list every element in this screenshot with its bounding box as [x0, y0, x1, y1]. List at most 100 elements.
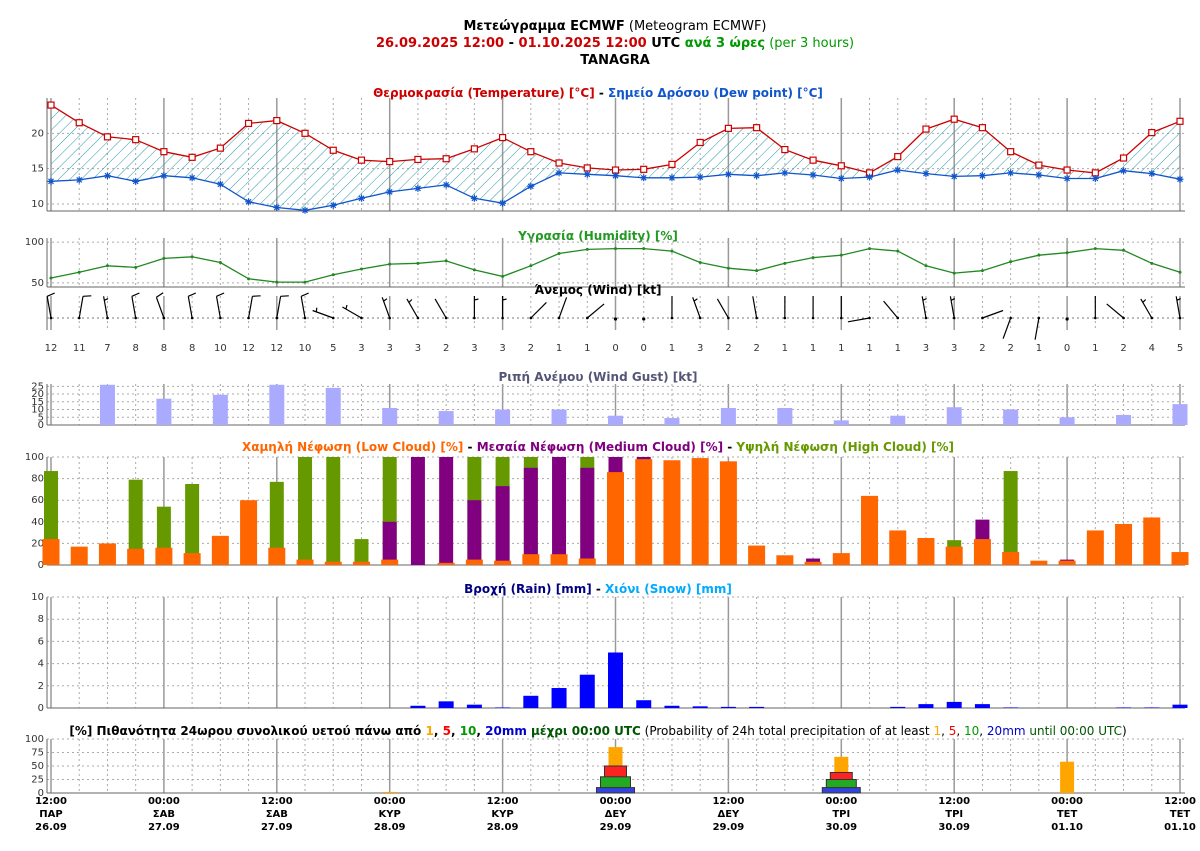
- wind-speed-label: 2: [979, 343, 985, 354]
- wind-barb: [752, 296, 758, 319]
- bar: [832, 553, 850, 565]
- point: [188, 153, 196, 161]
- point: [980, 269, 984, 273]
- point: [216, 144, 224, 152]
- point: [866, 173, 874, 181]
- x-tick-label: 29.09: [600, 822, 632, 833]
- header-line: Μετεώγραμμα ECMWF (Meteogram ECMWF): [463, 19, 766, 34]
- bar: [1115, 523, 1133, 565]
- wind-speed-label: 12: [270, 343, 283, 354]
- bar: [156, 398, 172, 425]
- title-part: 1: [425, 724, 433, 738]
- bar: [212, 394, 228, 425]
- point: [105, 264, 109, 268]
- bar: [437, 562, 455, 565]
- point: [837, 175, 845, 183]
- wind-station: [924, 316, 928, 320]
- title-part: 01.10.2025 12:00: [519, 36, 647, 51]
- point: [416, 261, 420, 265]
- wind-station: [247, 316, 250, 320]
- x-tick-label: 00:00: [825, 796, 857, 807]
- point: [1119, 154, 1128, 162]
- bar: [382, 407, 398, 425]
- wind-barb: [342, 304, 362, 319]
- wind-station: [1178, 316, 1182, 320]
- y-tick-label: 0: [38, 420, 44, 431]
- point: [952, 271, 956, 275]
- point: [1009, 260, 1013, 264]
- point: [557, 252, 561, 256]
- x-tick-label: 27.09: [261, 822, 293, 833]
- point: [1065, 251, 1069, 255]
- wind-station: [585, 316, 589, 320]
- bar: [495, 707, 511, 708]
- wind-station: [698, 316, 702, 320]
- wind-barb: [381, 297, 391, 319]
- bar: [663, 460, 681, 565]
- bar: [155, 547, 173, 565]
- bar: [494, 560, 512, 565]
- wind-station: [303, 316, 307, 320]
- wind-speed-label: 0: [641, 343, 647, 354]
- title-part: Ριπή Ανέμου (Wind Gust) [kt]: [499, 370, 698, 384]
- point: [499, 199, 507, 207]
- bar: [183, 553, 201, 565]
- wind-speed-label: 1: [838, 343, 844, 354]
- wind-barb: [406, 298, 419, 319]
- point: [583, 170, 591, 178]
- bar: [438, 411, 454, 425]
- title-part: (per 3 hours): [765, 36, 854, 51]
- wind-speed-label: 2: [1120, 343, 1126, 354]
- title-part: 1: [933, 724, 941, 738]
- bar: [354, 539, 369, 565]
- point: [1035, 171, 1043, 179]
- point: [273, 116, 281, 125]
- bar: [1003, 471, 1018, 565]
- point: [470, 145, 478, 153]
- bar: [918, 704, 934, 708]
- wind-station: [896, 316, 900, 320]
- wind-station: [275, 316, 279, 320]
- bar: [438, 701, 454, 708]
- bar: [269, 384, 285, 425]
- point: [442, 181, 450, 189]
- title-part: Χιόνι (Snow) [mm]: [605, 582, 732, 596]
- point: [809, 171, 817, 179]
- bar: [99, 384, 115, 425]
- wind-speed-label: 3: [358, 343, 364, 354]
- wind-speed-label: 3: [415, 343, 421, 354]
- wind-speed-label: 8: [161, 343, 167, 354]
- title-part: Σημείο Δρόσου (Dew point) [°C]: [608, 86, 823, 100]
- wind-speed-label: 3: [951, 343, 957, 354]
- x-tick-label: 00:00: [600, 796, 632, 807]
- point: [924, 264, 928, 268]
- point: [247, 277, 251, 281]
- x-tick-label: 12:00: [35, 796, 67, 807]
- y-tick-label: 4: [38, 659, 44, 670]
- point: [1091, 175, 1099, 183]
- bar: [945, 546, 963, 565]
- point: [190, 255, 194, 259]
- point: [696, 173, 704, 181]
- bar: [719, 461, 737, 565]
- wind-barb: [847, 317, 870, 323]
- point: [1120, 167, 1128, 175]
- x-tick-label: 12:00: [1164, 796, 1196, 807]
- title-part: -: [723, 440, 736, 454]
- y-tick-label: 25: [31, 775, 44, 786]
- point: [724, 124, 733, 132]
- title-part: Υγρασία (Humidity) [%]: [517, 229, 678, 243]
- y-tick-label: 0: [38, 703, 44, 714]
- bar: [523, 695, 539, 708]
- y-tick-label: 75: [31, 748, 44, 759]
- bar: [890, 706, 906, 708]
- y-tick-label: 5: [38, 412, 44, 423]
- y-tick-label: 20: [31, 128, 44, 139]
- x-tick-label: 12:00: [712, 796, 744, 807]
- bar: [70, 546, 88, 565]
- bar: [382, 521, 397, 565]
- bar: [324, 561, 342, 565]
- bar: [1086, 530, 1104, 565]
- x-tick-label: 26.09: [35, 822, 67, 833]
- title-part: 5: [949, 724, 957, 738]
